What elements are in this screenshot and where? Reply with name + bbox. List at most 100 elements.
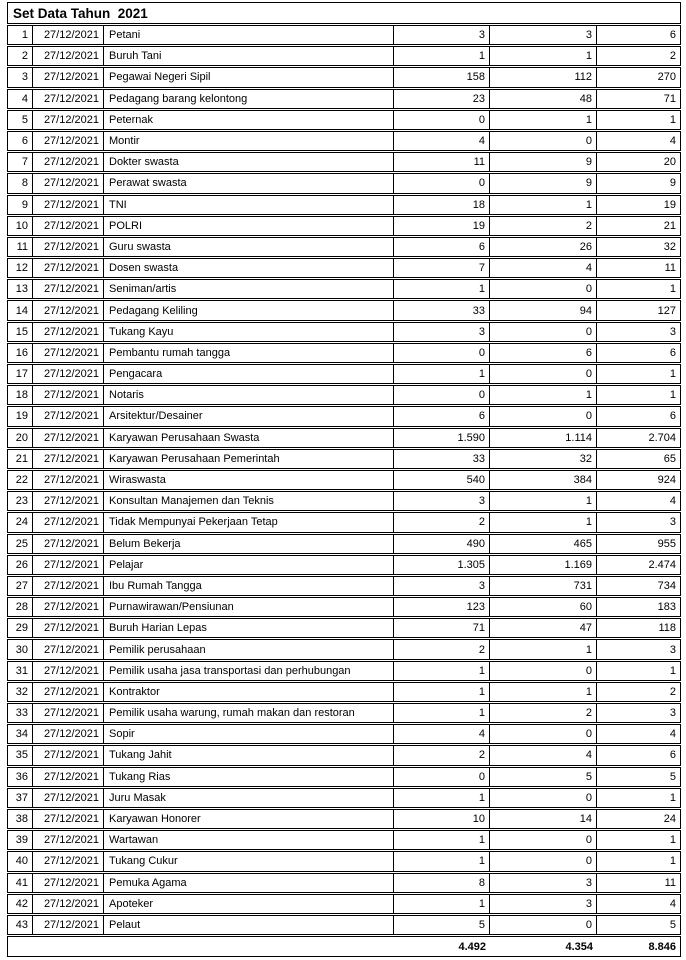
value2-cell: 1.114 <box>490 428 597 447</box>
row-number-cell: 5 <box>8 110 33 129</box>
table-row: 26 27/12/2021 Pelajar 1.305 1.169 2.474 <box>7 554 681 575</box>
table-row: 32 27/12/2021 Kontraktor 1 1 2 <box>7 681 681 702</box>
table-row: 18 27/12/2021 Notaris 0 1 1 <box>7 385 681 406</box>
value1-cell: 1 <box>394 852 490 871</box>
table-row: 8 27/12/2021 Perawat swasta 0 9 9 <box>7 173 681 194</box>
value1-cell: 0 <box>394 386 490 405</box>
table-row: 20 27/12/2021 Karyawan Perusahaan Swasta 1.… <box>7 427 681 448</box>
value3-cell: 955 <box>657 537 676 550</box>
value3-cell: 71 <box>663 92 676 105</box>
date-cell: 27/12/2021 <box>33 110 104 129</box>
date-cell: 27/12/2021 <box>33 704 104 723</box>
value1-cell: 3 <box>394 492 490 511</box>
value2-cell: 0 <box>490 280 597 299</box>
date-cell: 27/12/2021 <box>33 619 104 638</box>
value1-cell: 23 <box>394 89 490 108</box>
row-number-cell: 2 <box>8 47 33 66</box>
report-title: Set Data Tahun 2021 <box>7 2 681 24</box>
value1-cell: 3 <box>394 322 490 341</box>
value3-cell: 1 <box>669 368 676 381</box>
value3-cell: 183 <box>657 601 676 614</box>
value1-cell: 1 <box>394 788 490 807</box>
value2-cell: 1 <box>490 682 597 701</box>
date-cell: 27/12/2021 <box>33 873 104 892</box>
row-number-cell: 9 <box>8 195 33 214</box>
value2-cell: 3 <box>490 26 597 45</box>
date-cell: 27/12/2021 <box>33 915 104 935</box>
table-row: 39 27/12/2021 Wartawan 1 0 1 <box>7 830 681 851</box>
value3-cell: 3 <box>669 325 676 338</box>
date-cell: 27/12/2021 <box>33 492 104 511</box>
date-cell: 27/12/2021 <box>33 809 104 829</box>
value2-cell: 0 <box>490 915 597 935</box>
value2-cell: 2 <box>490 216 597 235</box>
value3-cell: 6 <box>669 29 676 42</box>
value2-cell: 1 <box>490 110 597 129</box>
occupation-cell: Pedagang barang kelontong <box>104 89 394 108</box>
value1-cell: 6 <box>394 407 490 426</box>
value2-cell: 1 <box>490 513 597 532</box>
value1-cell: 11 <box>394 153 490 172</box>
occupation-cell: Petani <box>104 26 394 45</box>
occupation-cell: Pemilik usaha jasa transportasi dan perh… <box>104 661 394 680</box>
value3-cell: 5 <box>669 918 676 931</box>
row-number-cell: 41 <box>8 873 33 892</box>
value3-cell: 11 <box>664 262 676 275</box>
value1-cell: 123 <box>394 598 490 617</box>
value2-cell: 48 <box>490 89 597 108</box>
value2-cell: 26 <box>490 237 597 257</box>
row-number-cell: 37 <box>8 788 33 807</box>
occupation-cell: Tukang Jahit <box>104 746 394 765</box>
table-row: 1 27/12/2021 Petani 3 3 6 <box>7 25 681 46</box>
value3-cell: 1 <box>669 791 676 804</box>
value1-cell: 1 <box>394 365 490 384</box>
value2-cell: 4 <box>490 746 597 765</box>
table-row: 3 27/12/2021 Pegawai Negeri Sipil 158 112 270 <box>7 67 681 88</box>
value1-cell: 4 <box>394 131 490 151</box>
table-row: 34 27/12/2021 Sopir 4 0 4 <box>7 724 681 745</box>
value2-cell: 384 <box>490 470 597 490</box>
date-cell: 27/12/2021 <box>33 767 104 786</box>
value1-cell: 0 <box>394 767 490 786</box>
value2-cell: 465 <box>490 534 597 553</box>
date-cell: 27/12/2021 <box>33 534 104 553</box>
occupation-cell: Pegawai Negeri Sipil <box>104 68 394 87</box>
date-cell: 27/12/2021 <box>33 89 104 108</box>
occupation-cell: Notaris <box>104 386 394 405</box>
value1-cell: 0 <box>394 174 490 193</box>
value1-cell: 0 <box>394 343 490 362</box>
row-number-cell: 42 <box>8 894 33 913</box>
date-cell: 27/12/2021 <box>33 216 104 235</box>
occupation-cell: Buruh Tani <box>104 47 394 66</box>
value3-cell: 24 <box>663 813 676 826</box>
date-cell: 27/12/2021 <box>33 576 104 596</box>
value2-cell: 9 <box>490 153 597 172</box>
table-row: 38 27/12/2021 Karyawan Honorer 10 14 24 <box>7 808 681 830</box>
value1-cell: 2 <box>394 640 490 659</box>
value2-cell: 1 <box>490 195 597 214</box>
data-table: 1 27/12/2021 Petani 3 3 6 2 27/12/2021 Buruh Tan… <box>7 25 681 936</box>
occupation-cell: Perawat swasta <box>104 174 394 193</box>
date-cell: 27/12/2021 <box>33 894 104 913</box>
occupation-cell: Tukang Kayu <box>104 322 394 341</box>
value3-cell: 2.474 <box>648 558 676 571</box>
value3-cell: 270 <box>657 71 676 84</box>
date-cell: 27/12/2021 <box>33 428 104 447</box>
row-number-cell: 18 <box>8 386 33 405</box>
row-number-cell: 1 <box>8 26 33 45</box>
value1-cell: 1 <box>394 682 490 701</box>
occupation-cell: Tukang Rias <box>104 767 394 786</box>
table-row: 27 27/12/2021 Ibu Rumah Tangga 3 731 734 <box>7 575 681 597</box>
date-cell: 27/12/2021 <box>33 513 104 532</box>
occupation-cell: TNI <box>104 195 394 214</box>
table-row: 2 27/12/2021 Buruh Tani 1 1 2 <box>7 46 681 67</box>
table-row: 16 27/12/2021 Pembantu rumah tangga 0 6 6 <box>7 342 681 363</box>
occupation-cell: Karyawan Perusahaan Pemerintah <box>104 449 394 468</box>
value2-cell: 94 <box>490 301 597 320</box>
value2-cell: 0 <box>490 131 597 151</box>
row-number-cell: 36 <box>8 767 33 786</box>
occupation-cell: Pembantu rumah tangga <box>104 343 394 362</box>
value2-cell: 4 <box>490 259 597 278</box>
date-cell: 27/12/2021 <box>33 259 104 278</box>
table-row: 14 27/12/2021 Pedagang Keliling 33 94 127 <box>7 300 681 321</box>
